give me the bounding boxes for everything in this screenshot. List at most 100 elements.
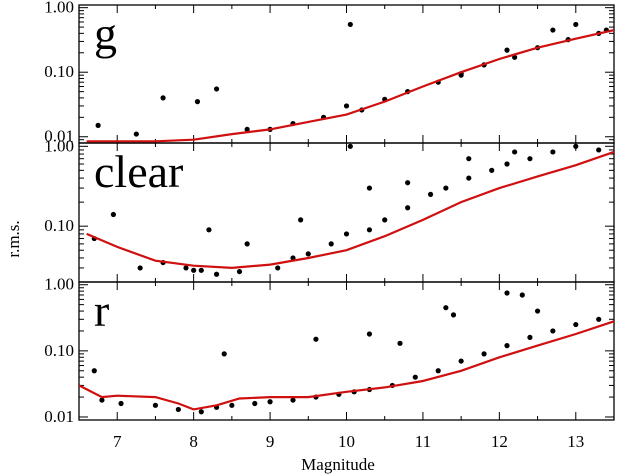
data-point — [466, 175, 472, 181]
data-point — [573, 21, 579, 28]
y-tick-label: 1.00 — [44, 0, 74, 17]
panel-r: 0.01 0.10 1.00 r — [44, 275, 615, 426]
data-point — [194, 99, 201, 105]
panel-label-r: r — [94, 285, 109, 336]
data-point — [206, 227, 212, 233]
data-point — [458, 72, 464, 78]
y-tick-label: 0.01 — [44, 407, 74, 426]
y-tick-label: 1.00 — [44, 275, 74, 294]
data-point — [160, 95, 166, 101]
x-tick-label: 7 — [113, 432, 122, 451]
panel-frame — [78, 4, 615, 144]
panel-label-clear: clear — [94, 146, 183, 197]
data-point — [244, 126, 250, 132]
data-point — [519, 292, 525, 298]
data-point — [305, 251, 311, 257]
data-point — [313, 336, 319, 342]
data-point — [347, 143, 353, 149]
data-point — [504, 343, 510, 349]
data-point — [91, 368, 97, 374]
data-point — [213, 86, 220, 92]
data-point — [481, 351, 487, 357]
data-point — [191, 267, 197, 273]
data-point — [175, 406, 181, 413]
data-point — [534, 308, 541, 314]
x-tick-label: 10 — [338, 432, 355, 451]
y-ticks — [79, 7, 614, 144]
panel-data — [86, 143, 614, 277]
panel-label-g: g — [94, 8, 117, 59]
x-axis: 7 8 9 10 11 12 13 — [113, 432, 584, 451]
panels-layer: 0.01 0.10 1.00 g 0.10 1.00 clear 0.01 0.10 1.00 r — [44, 0, 615, 426]
data-point — [527, 334, 533, 340]
data-point — [133, 131, 139, 137]
data-point — [152, 402, 159, 408]
data-point — [252, 400, 258, 407]
data-point — [466, 156, 472, 162]
data-point — [405, 205, 411, 211]
data-point — [198, 267, 204, 273]
panel-data — [86, 21, 614, 143]
x-tick-label: 9 — [266, 432, 275, 451]
data-point — [267, 399, 273, 405]
y-tick-label: 1.00 — [44, 136, 74, 155]
y-axis-label: r.m.s. — [4, 220, 23, 257]
data-point — [366, 227, 373, 233]
data-point — [183, 265, 189, 271]
x-tick-label: 12 — [491, 432, 508, 451]
x-ticks — [78, 143, 615, 282]
rms-curve — [79, 320, 614, 411]
data-point — [110, 211, 116, 218]
data-point — [450, 312, 457, 318]
data-point — [343, 231, 350, 237]
data-point — [512, 54, 518, 60]
data-point — [366, 185, 373, 191]
x-tick-label: 11 — [415, 432, 431, 451]
data-point — [198, 409, 204, 415]
y-tick-label: 0.01 — [44, 127, 74, 146]
rms-curve — [86, 150, 614, 270]
data-point — [458, 358, 464, 364]
x-tick-label: 13 — [567, 432, 584, 451]
data-point — [412, 374, 418, 380]
y-tick-label: 0.10 — [44, 216, 74, 235]
x-ticks — [78, 5, 615, 143]
data-point — [550, 328, 556, 334]
data-point — [550, 149, 556, 155]
data-point — [504, 47, 510, 53]
data-point — [221, 351, 227, 357]
y-ticks — [79, 284, 614, 421]
data-point — [596, 147, 602, 153]
panel-clear: 0.10 1.00 clear — [44, 136, 615, 283]
y-tick-label: 0.10 — [44, 341, 74, 360]
y-tick-label: 0.10 — [44, 62, 74, 81]
data-point — [573, 143, 579, 149]
data-point — [527, 156, 533, 162]
data-point — [504, 161, 510, 167]
data-point — [213, 271, 220, 277]
data-point — [290, 255, 296, 261]
data-point — [347, 21, 353, 28]
panel-data — [79, 290, 614, 415]
data-point — [99, 397, 105, 403]
data-point — [397, 340, 403, 346]
data-point — [275, 265, 281, 271]
data-point — [118, 400, 124, 407]
x-axis-label: Magnitude — [301, 455, 375, 474]
data-point — [512, 149, 518, 155]
data-point — [343, 103, 350, 109]
data-point — [95, 122, 101, 128]
data-point — [298, 217, 304, 223]
x-tick-label: 8 — [189, 432, 198, 451]
data-point — [596, 316, 602, 322]
data-point — [328, 241, 334, 247]
data-point — [290, 397, 296, 403]
data-point — [405, 180, 411, 186]
data-point — [229, 402, 235, 408]
data-point — [427, 191, 434, 197]
data-point — [489, 167, 495, 173]
panel-g: 0.01 0.10 1.00 g — [44, 0, 615, 146]
data-point — [236, 268, 243, 275]
data-point — [435, 368, 441, 374]
